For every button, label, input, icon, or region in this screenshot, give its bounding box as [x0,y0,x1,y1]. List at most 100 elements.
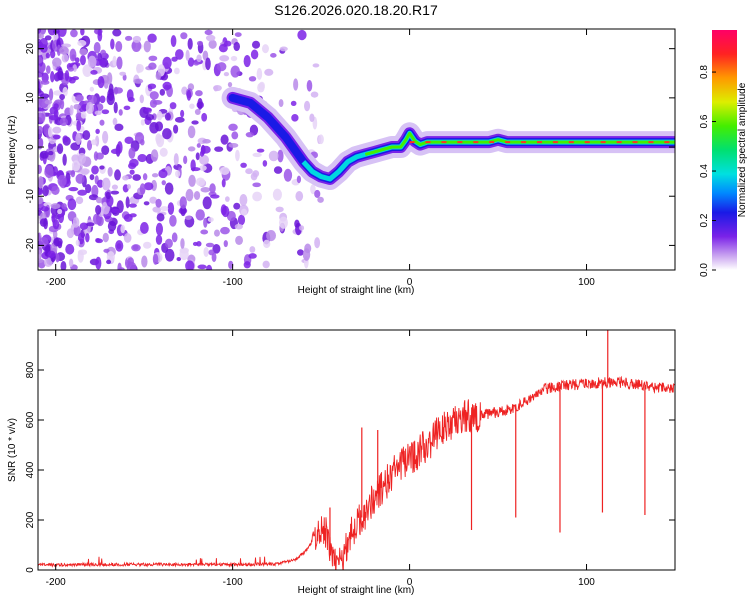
spectrogram-noise-blob [180,32,188,40]
spectrogram-noise-blob [80,168,90,175]
spectrogram-noise-blob [127,257,134,266]
spectrogram-noise-blob [67,67,74,72]
spectrogram-noise-blob [75,94,84,102]
spectrogram-noise-blob [196,54,202,63]
spectrogram-noise-blob [221,178,226,188]
spectrogram-noise-blob [245,168,253,175]
spectrogram-noise-blob [101,109,110,115]
spectrogram-noise-blob [132,35,142,43]
spectrogram-noise-blob [306,79,313,92]
snr-line [38,375,675,570]
spectrogram-ytick-label: 10 [25,92,36,104]
spectrogram-noise-blob [47,126,53,138]
spectrogram-noise-blob [164,182,174,195]
spectrogram-noise-blob [115,240,124,252]
spectrogram-noise-blob [152,253,159,265]
spectrogram-noise-blob [266,229,276,242]
spectrogram-noise-blob [57,67,64,81]
spectrogram-noise-blob [235,235,243,245]
spectrogram-noise-blob [248,253,257,259]
spectrogram-noise-blob [302,248,311,261]
spectrogram-noise-blob [53,90,63,96]
spectrogram-noise-blob [75,173,85,184]
spectrogram-noise-blob [89,86,95,92]
spectrogram-noise-blob [239,194,248,206]
spectrogram-noise-blob [218,44,228,53]
spectrogram-noise-blob [111,208,120,214]
spectrogram-noise-blob [187,57,195,67]
snr-xtick-label: 100 [578,577,595,588]
spectrogram-noise-blob [38,236,49,248]
spectrogram-noise-blob [61,53,69,63]
spectrogram-noise-blob [251,40,261,49]
spectrogram-noise-blob [97,29,102,36]
spectrogram-noise-blob [120,224,126,234]
spectrogram-noise-blob [108,83,114,96]
snr-series [38,330,675,570]
snr-xtick-label: -200 [46,577,66,588]
spectrogram-noise-blob [77,250,84,263]
spectrogram-noise-blob [75,196,84,205]
spectrogram-noise-blob [38,258,44,264]
spectrogram-noise-blob [114,123,124,132]
spectrogram-noise-blob [208,249,215,256]
spectrogram-noise-blob [140,119,145,126]
spectrogram-noise-blob [89,174,95,181]
spectrogram-noise-blob [79,48,88,56]
spectrogram-noise-blob [59,94,65,101]
spectrogram-noise-blob [73,103,81,110]
spectrogram-noise-blob [199,165,207,171]
spectrogram-noise-blob [42,185,49,197]
spectrogram-noise-blob [243,55,251,68]
spectrogram-noise-blob [185,49,190,62]
colorbar: 0.0 0.2 0.4 0.6 0.8 Normalized spectral ampl… [699,30,748,277]
spectrogram-noise-blob [117,262,122,270]
spectrogram-noise-blob [80,111,87,119]
spectrogram-noise-blob [219,166,230,175]
spectrogram-noise-blob [164,238,173,249]
spectrogram-noise-blob [256,67,263,80]
spectrogram-noise-blob [155,222,164,236]
spectrogram-noise-blob [150,149,159,162]
spectrogram-noise-blob [310,91,319,98]
spectrogram-noise-blob [55,253,60,263]
spectrogram-noise-blob [52,57,62,68]
spectrogram-noise-blob [129,169,135,175]
spectrogram-xtick-label: -200 [46,277,66,288]
snr-ytick-label: 800 [25,361,36,378]
spectrogram-noise-blob [317,196,324,203]
spectrogram-data [38,29,324,270]
spectrogram-noise-blob [99,95,106,104]
spectrogram-noise-blob [258,81,265,90]
spectrogram-noise-blob [132,174,142,181]
spectrogram-noise-blob [59,117,69,127]
spectrogram-noise-blob [119,71,127,76]
spectrogram-noise-blob [144,107,152,112]
spectrogram-noise-blob [96,215,104,227]
spectrogram-noise-blob [162,56,172,70]
spectrogram-noise-blob [197,98,203,110]
spectrogram-noise-blob [57,29,67,37]
spectrogram-noise-blob [113,87,124,94]
spectrogram-noise-blob [310,184,316,195]
spectrogram-noise-blob [95,128,100,134]
spectrogram-noise-blob [220,134,229,145]
spectrogram-noise-blob [114,169,121,181]
spectrogram-noise-blob [124,136,134,145]
spectrogram-noise-blob [77,152,87,165]
spectrogram-noise-blob [129,158,139,168]
spectrogram-noise-blob [45,52,51,59]
spectrogram-noise-blob [137,154,147,163]
snr-xlabel: Height of straight line (km) [298,585,415,596]
spectrogram-noise-blob [38,188,44,195]
spectrogram-noise-blob [191,120,199,125]
spectrogram-frame [37,28,676,271]
spectrogram-noise-blob [47,250,56,258]
spectrogram-ytick-label: -10 [25,189,36,204]
spectrogram-noise-blob [196,40,204,46]
spectrogram-noise-blob [283,168,293,182]
spectrogram-noise-blob [59,46,69,55]
spectrogram-noise-blob [174,116,185,123]
colorbar-ticks: 0.0 0.2 0.4 0.6 0.8 [699,65,716,277]
